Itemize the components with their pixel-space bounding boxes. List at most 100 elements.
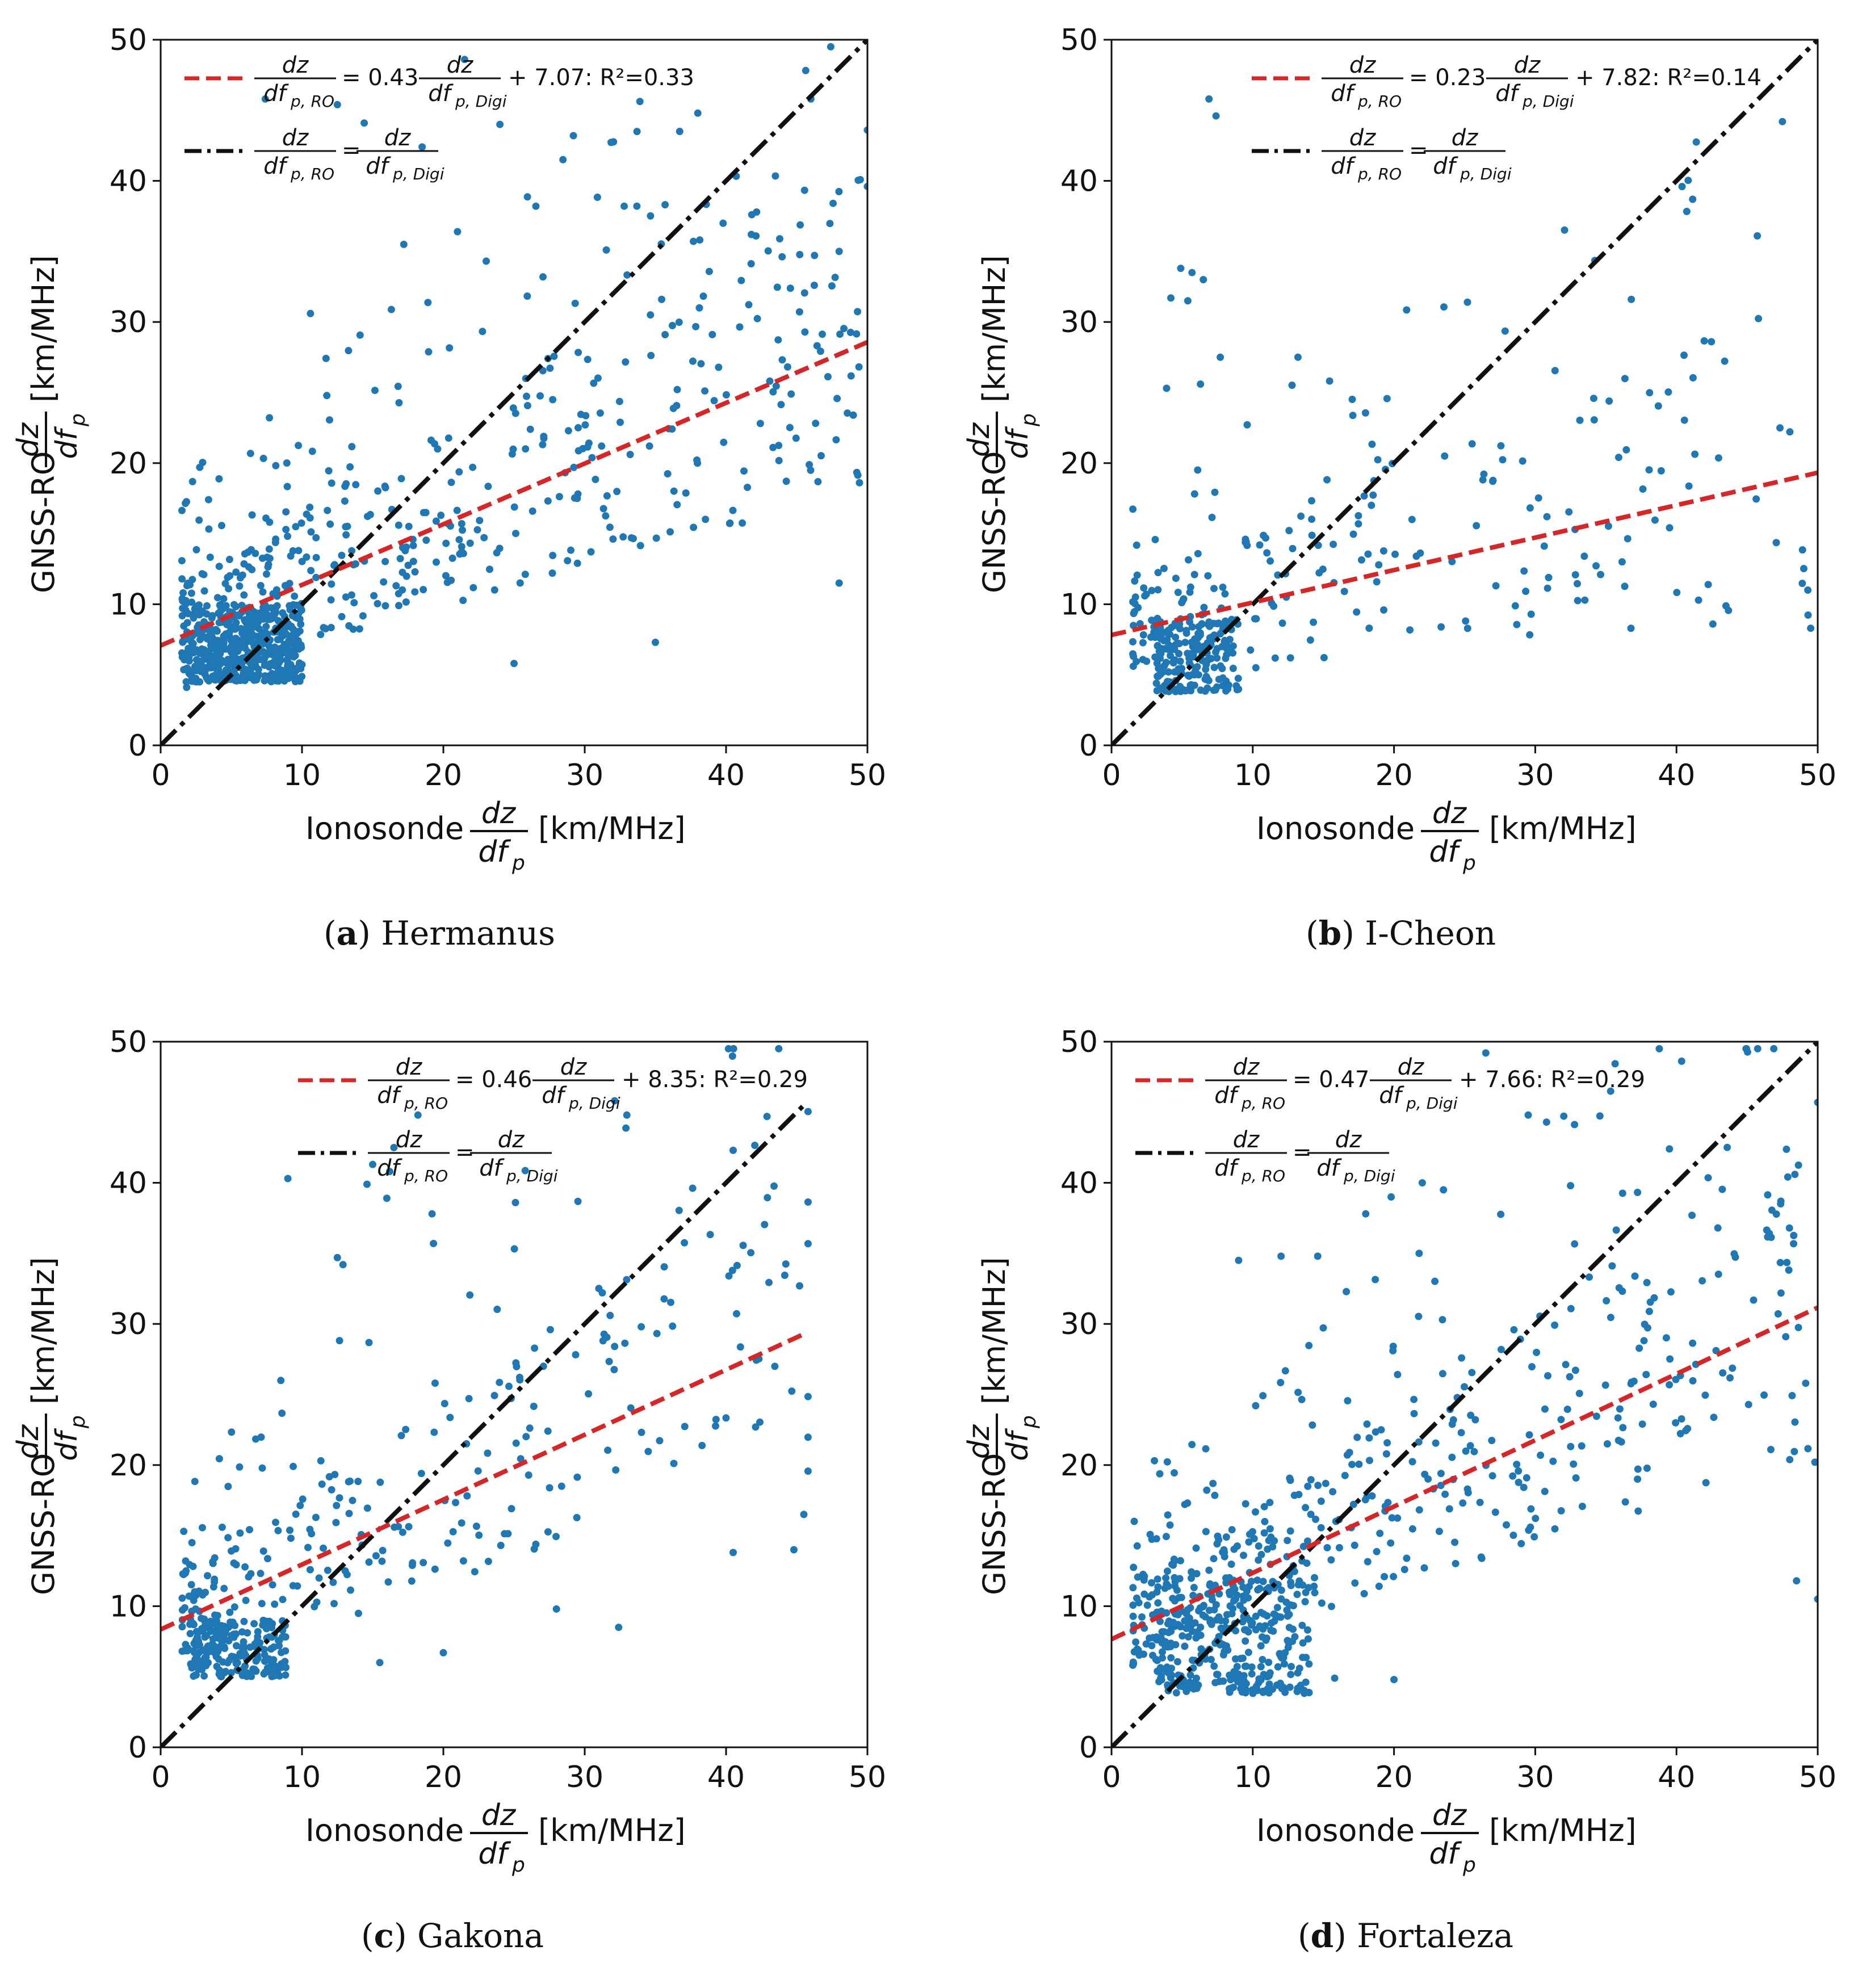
- legend-fit-rhs-b-den: df: [1495, 81, 1521, 107]
- scatter-point-a: [360, 119, 368, 127]
- scatter-point-d: [1277, 1379, 1285, 1386]
- x-tick-label-b: 20: [1375, 758, 1413, 792]
- scatter-point-d: [1662, 1334, 1670, 1342]
- scatter-point-d: [1471, 1416, 1479, 1424]
- scatter-point-d: [1270, 1610, 1278, 1618]
- scatter-point-b: [1129, 662, 1137, 670]
- scatter-point-a: [346, 463, 354, 471]
- scatter-point-b: [1678, 183, 1686, 191]
- scatter-point-a: [692, 322, 700, 330]
- scatter-point-a: [259, 455, 267, 462]
- scatter-point-d: [1259, 1656, 1267, 1663]
- scatter-point-d: [1248, 1663, 1256, 1671]
- y-axis-label-text-d: GNSS-RO: [976, 1453, 1012, 1595]
- x-axis-label-num-c: dz: [481, 1798, 517, 1832]
- scatter-point-b: [1463, 624, 1471, 632]
- scatter-point-d: [1171, 1469, 1178, 1477]
- x-tick-label-c: 30: [566, 1760, 603, 1794]
- scatter-point-b: [1323, 476, 1331, 484]
- scatter-point-d: [1814, 1098, 1818, 1106]
- scatter-point-b: [1576, 416, 1584, 424]
- scatter-point-b: [1213, 683, 1221, 691]
- legend-fit-rhs-c-sub: p, Digi: [568, 1094, 620, 1113]
- scatter-point-d: [1240, 1551, 1247, 1559]
- scatter-point-c: [190, 1649, 198, 1656]
- scatter-point-b: [1139, 631, 1147, 639]
- scatter-point-d: [1764, 1233, 1772, 1241]
- scatter-point-b: [1197, 380, 1205, 388]
- scatter-point-d: [1197, 1645, 1205, 1653]
- scatter-point-d: [1614, 1414, 1622, 1422]
- scatter-point-c: [271, 1662, 279, 1670]
- scatter-point-b: [1181, 639, 1189, 647]
- scatter-point-d: [1242, 1689, 1249, 1697]
- scatter-point-d: [1437, 1470, 1445, 1478]
- scatter-point-c: [336, 1494, 343, 1502]
- scatter-point-a: [564, 427, 572, 435]
- scatter-point-d: [1403, 1554, 1411, 1562]
- scatter-point-c: [252, 1667, 260, 1675]
- scatter-point-b: [1224, 685, 1232, 693]
- x-tick-label-c: 40: [707, 1760, 745, 1794]
- scatter-point-a: [619, 533, 627, 541]
- scatter-point-c: [444, 1539, 452, 1547]
- scatter-point-b: [1621, 582, 1629, 590]
- scatter-point-b: [1131, 593, 1139, 601]
- scatter-point-b: [1176, 682, 1184, 690]
- scatter-point-d: [1343, 1451, 1351, 1459]
- scatter-point-c: [390, 1144, 398, 1151]
- scatter-point-c: [213, 1612, 221, 1620]
- scatter-point-d: [1634, 1507, 1642, 1515]
- scatter-point-d: [1146, 1530, 1154, 1538]
- scatter-point-a: [777, 401, 785, 409]
- scatter-point-c: [201, 1633, 209, 1641]
- scatter-point-a: [844, 409, 852, 417]
- scatter-point-a: [626, 451, 634, 459]
- scatter-point-c: [804, 1433, 812, 1441]
- scatter-point-a: [737, 276, 745, 284]
- scatter-point-a: [231, 677, 239, 684]
- scatter-point-d: [1181, 1500, 1189, 1508]
- scatter-point-c: [329, 1578, 337, 1586]
- scatter-point-b: [1285, 527, 1293, 535]
- scatter-point-b: [1205, 95, 1213, 103]
- scatter-point-c: [660, 1263, 668, 1271]
- scatter-point-a: [701, 387, 709, 395]
- scatter-point-d: [1785, 1224, 1793, 1232]
- scatter-point-a: [232, 568, 240, 576]
- axes-frame-b: [1110, 39, 1819, 746]
- scatter-point-a: [633, 128, 641, 136]
- scatter-point-d: [1601, 1381, 1609, 1389]
- scatter-point-d: [1394, 1514, 1402, 1522]
- scatter-point-d: [1276, 1679, 1284, 1687]
- scatter-point-b: [1141, 592, 1149, 600]
- scatter-point-d: [1634, 1189, 1642, 1196]
- y-tick-label-d: 40: [1060, 1167, 1098, 1201]
- scatter-point-a: [348, 443, 356, 451]
- scatter-point-c: [209, 1635, 217, 1643]
- scatter-point-c: [511, 1198, 519, 1206]
- scatter-point-a: [374, 487, 382, 495]
- scatter-point-d: [1317, 1498, 1325, 1505]
- scatter-point-a: [773, 283, 781, 291]
- scatter-point-b: [1185, 672, 1193, 680]
- scatter-point-d: [1163, 1458, 1171, 1466]
- scatter-point-c: [282, 1647, 290, 1655]
- scatter-point-d: [1415, 1438, 1423, 1446]
- scatter-point-a: [381, 483, 389, 490]
- scatter-point-d: [1151, 1457, 1159, 1465]
- scatter-point-d: [1284, 1643, 1292, 1651]
- scatter-point-d: [1286, 1683, 1294, 1691]
- scatter-point-a: [272, 586, 280, 594]
- scatter-point-d: [1249, 1689, 1257, 1697]
- scatter-point-d: [1678, 1057, 1685, 1065]
- scatter-point-d: [1351, 1541, 1358, 1549]
- caption-d: (d) Fortaleza: [1298, 1916, 1513, 1955]
- scatter-point-d: [1510, 1326, 1518, 1333]
- scatter-point-c: [272, 1519, 279, 1526]
- scatter-point-b: [1357, 556, 1365, 564]
- scatter-point-a: [516, 579, 524, 587]
- scatter-point-d: [1222, 1617, 1230, 1625]
- scatter-point-d: [1143, 1601, 1151, 1609]
